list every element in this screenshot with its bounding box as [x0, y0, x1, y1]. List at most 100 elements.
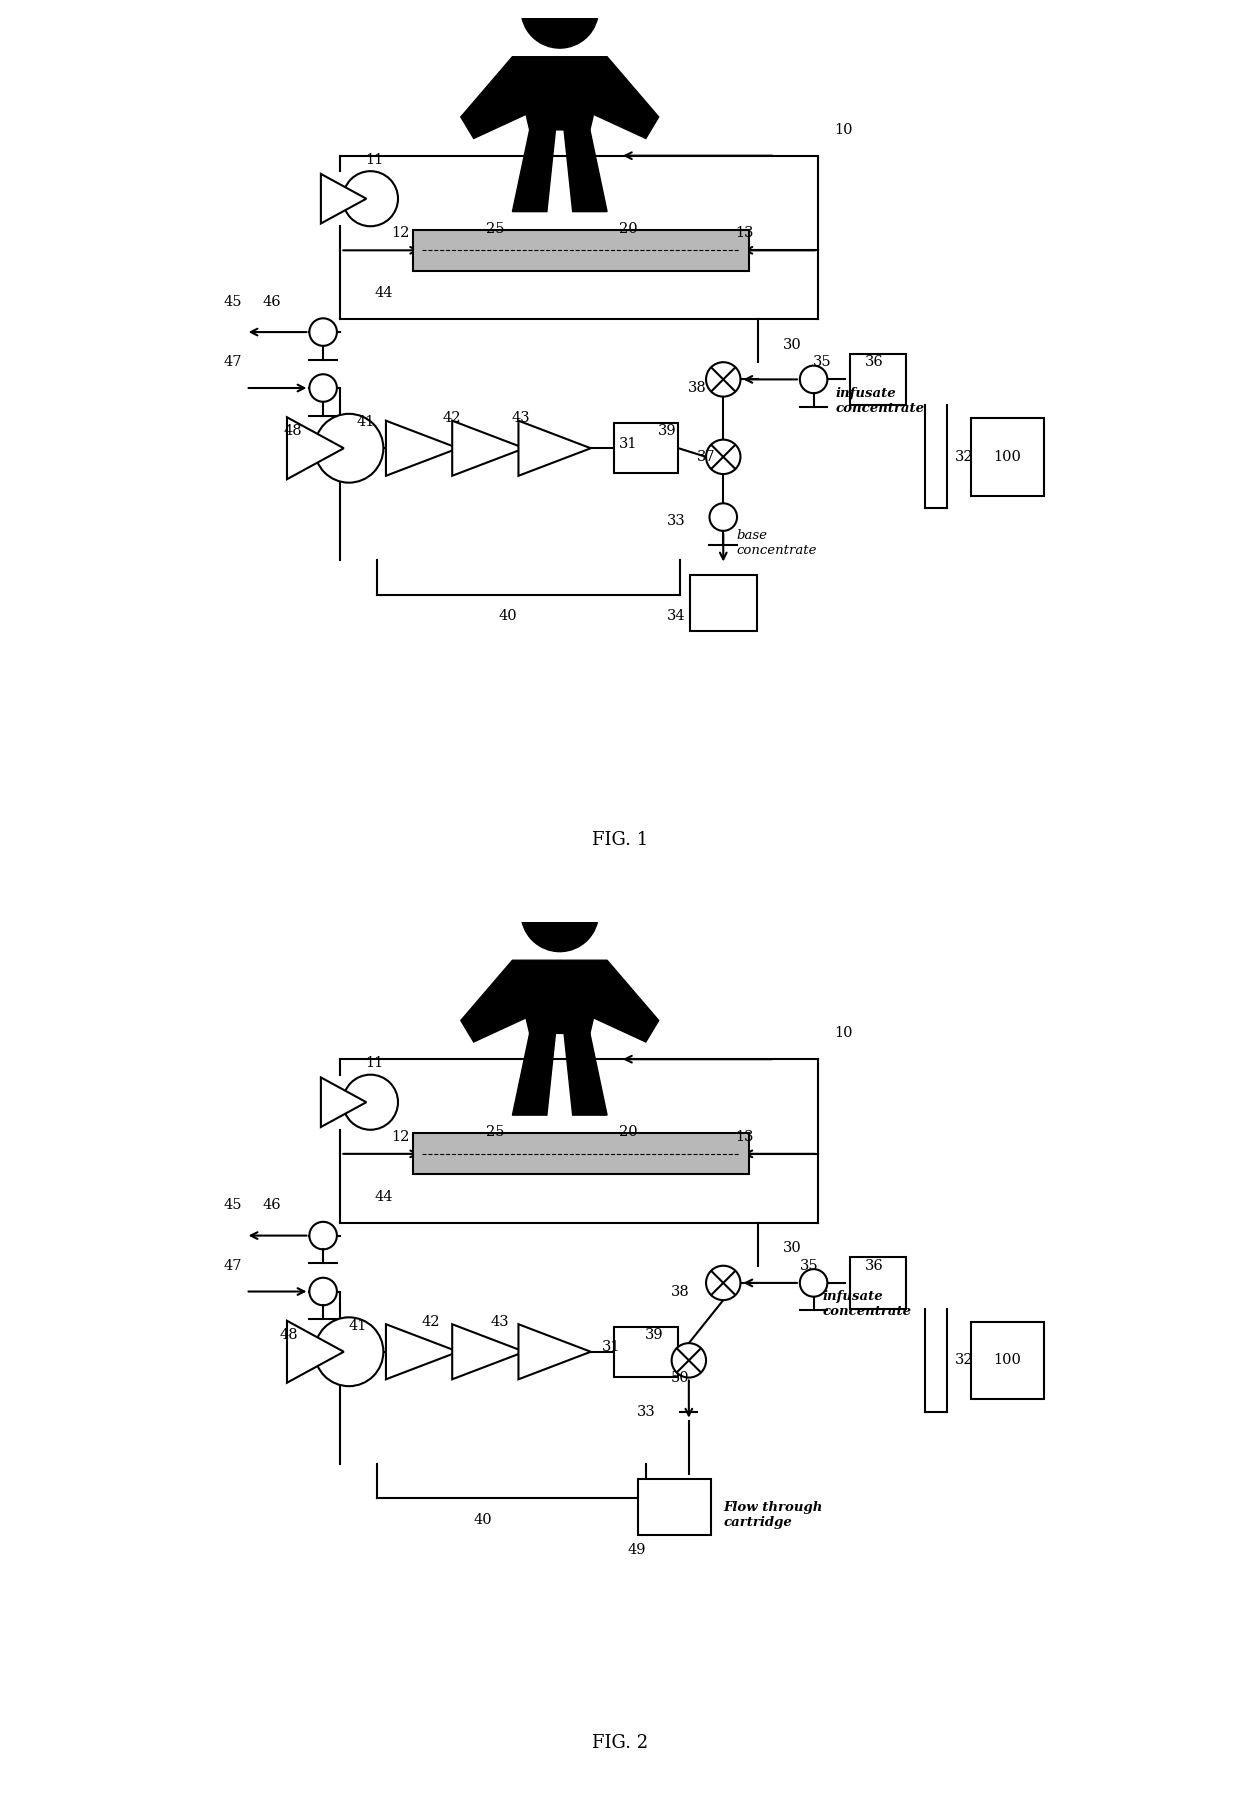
Text: 12: 12 — [392, 227, 409, 239]
Text: 34: 34 — [667, 608, 686, 623]
Text: 10: 10 — [835, 1026, 853, 1040]
Text: 37: 37 — [697, 450, 715, 464]
Text: 39: 39 — [645, 1328, 663, 1341]
Bar — [851, 1256, 906, 1309]
Polygon shape — [518, 1325, 590, 1379]
Polygon shape — [321, 1078, 366, 1127]
Text: 100: 100 — [993, 450, 1022, 464]
Text: 32: 32 — [955, 450, 973, 464]
Text: 12: 12 — [392, 1130, 409, 1143]
Text: 35: 35 — [800, 1258, 818, 1273]
Circle shape — [309, 374, 337, 401]
Text: 32: 32 — [955, 1354, 973, 1368]
Circle shape — [315, 414, 383, 482]
Text: 43: 43 — [512, 410, 531, 425]
Circle shape — [315, 1318, 383, 1386]
Circle shape — [706, 1265, 740, 1300]
Polygon shape — [512, 130, 556, 212]
Text: 30: 30 — [782, 1242, 801, 1255]
Bar — [971, 1321, 1044, 1399]
Circle shape — [521, 875, 599, 952]
Circle shape — [309, 1278, 337, 1305]
Polygon shape — [386, 421, 459, 475]
Text: 36: 36 — [864, 1258, 883, 1273]
Text: 45: 45 — [223, 295, 242, 310]
Bar — [413, 230, 749, 272]
Circle shape — [706, 362, 740, 396]
Text: FIG. 1: FIG. 1 — [591, 832, 649, 850]
Circle shape — [800, 365, 827, 392]
Circle shape — [309, 319, 337, 346]
Text: 40: 40 — [472, 1512, 491, 1526]
Polygon shape — [286, 418, 343, 479]
Polygon shape — [461, 58, 529, 139]
Polygon shape — [564, 130, 608, 212]
Text: 25: 25 — [486, 221, 505, 236]
Text: 46: 46 — [262, 1199, 280, 1213]
Polygon shape — [453, 421, 525, 475]
Text: 35: 35 — [813, 355, 832, 369]
Polygon shape — [512, 959, 608, 1033]
Text: 44: 44 — [374, 1190, 393, 1204]
Bar — [614, 1327, 678, 1377]
Text: 10: 10 — [835, 122, 853, 137]
Text: 46: 46 — [262, 295, 280, 310]
Polygon shape — [321, 175, 366, 223]
Text: 43: 43 — [490, 1314, 508, 1328]
Text: 47: 47 — [223, 1258, 242, 1273]
Text: 49: 49 — [627, 1543, 646, 1557]
Bar — [637, 1478, 711, 1535]
Circle shape — [521, 0, 599, 49]
Circle shape — [672, 1343, 706, 1377]
Text: 20: 20 — [619, 221, 637, 236]
Text: 45: 45 — [223, 1199, 242, 1213]
Text: 20: 20 — [619, 1125, 637, 1139]
Text: 48: 48 — [279, 1328, 298, 1341]
Polygon shape — [512, 58, 608, 130]
Text: 38: 38 — [671, 1285, 689, 1298]
Polygon shape — [461, 959, 529, 1042]
Text: 39: 39 — [658, 425, 677, 437]
Polygon shape — [564, 1033, 608, 1116]
Text: FIG. 2: FIG. 2 — [591, 1733, 649, 1751]
Text: 44: 44 — [374, 286, 393, 301]
Circle shape — [706, 439, 740, 473]
Bar — [971, 418, 1044, 495]
Text: 42: 42 — [422, 1314, 440, 1328]
Circle shape — [800, 1269, 827, 1296]
Circle shape — [309, 1222, 337, 1249]
Text: 33: 33 — [667, 515, 686, 529]
Bar — [614, 423, 678, 473]
Text: 48: 48 — [284, 425, 303, 437]
Text: 13: 13 — [735, 1130, 754, 1143]
Text: 40: 40 — [498, 608, 517, 623]
Text: 31: 31 — [603, 1341, 621, 1354]
Text: infusate
concentrate: infusate concentrate — [822, 1291, 911, 1318]
Text: Flow through
cartridge: Flow through cartridge — [723, 1501, 822, 1530]
Text: 11: 11 — [366, 1057, 384, 1071]
Circle shape — [343, 171, 398, 227]
Text: 41: 41 — [357, 416, 376, 430]
Text: 36: 36 — [864, 355, 883, 369]
Bar — [413, 1134, 749, 1174]
Text: 11: 11 — [366, 153, 384, 167]
Circle shape — [709, 504, 737, 531]
Text: 50: 50 — [671, 1370, 689, 1384]
Polygon shape — [590, 959, 658, 1042]
Text: 41: 41 — [348, 1319, 367, 1334]
Text: base
concentrate: base concentrate — [737, 529, 817, 556]
Text: 38: 38 — [688, 382, 707, 394]
Text: 13: 13 — [735, 227, 754, 239]
Polygon shape — [386, 1325, 459, 1379]
Text: 100: 100 — [993, 1354, 1022, 1368]
Text: 25: 25 — [486, 1125, 505, 1139]
Bar — [851, 353, 906, 405]
Text: 47: 47 — [223, 355, 242, 369]
Text: infusate
concentrate: infusate concentrate — [835, 387, 924, 416]
Text: 31: 31 — [619, 437, 637, 452]
Text: 42: 42 — [443, 410, 461, 425]
Polygon shape — [518, 421, 590, 475]
Polygon shape — [453, 1325, 525, 1379]
Polygon shape — [590, 58, 658, 139]
Text: 30: 30 — [782, 338, 801, 353]
